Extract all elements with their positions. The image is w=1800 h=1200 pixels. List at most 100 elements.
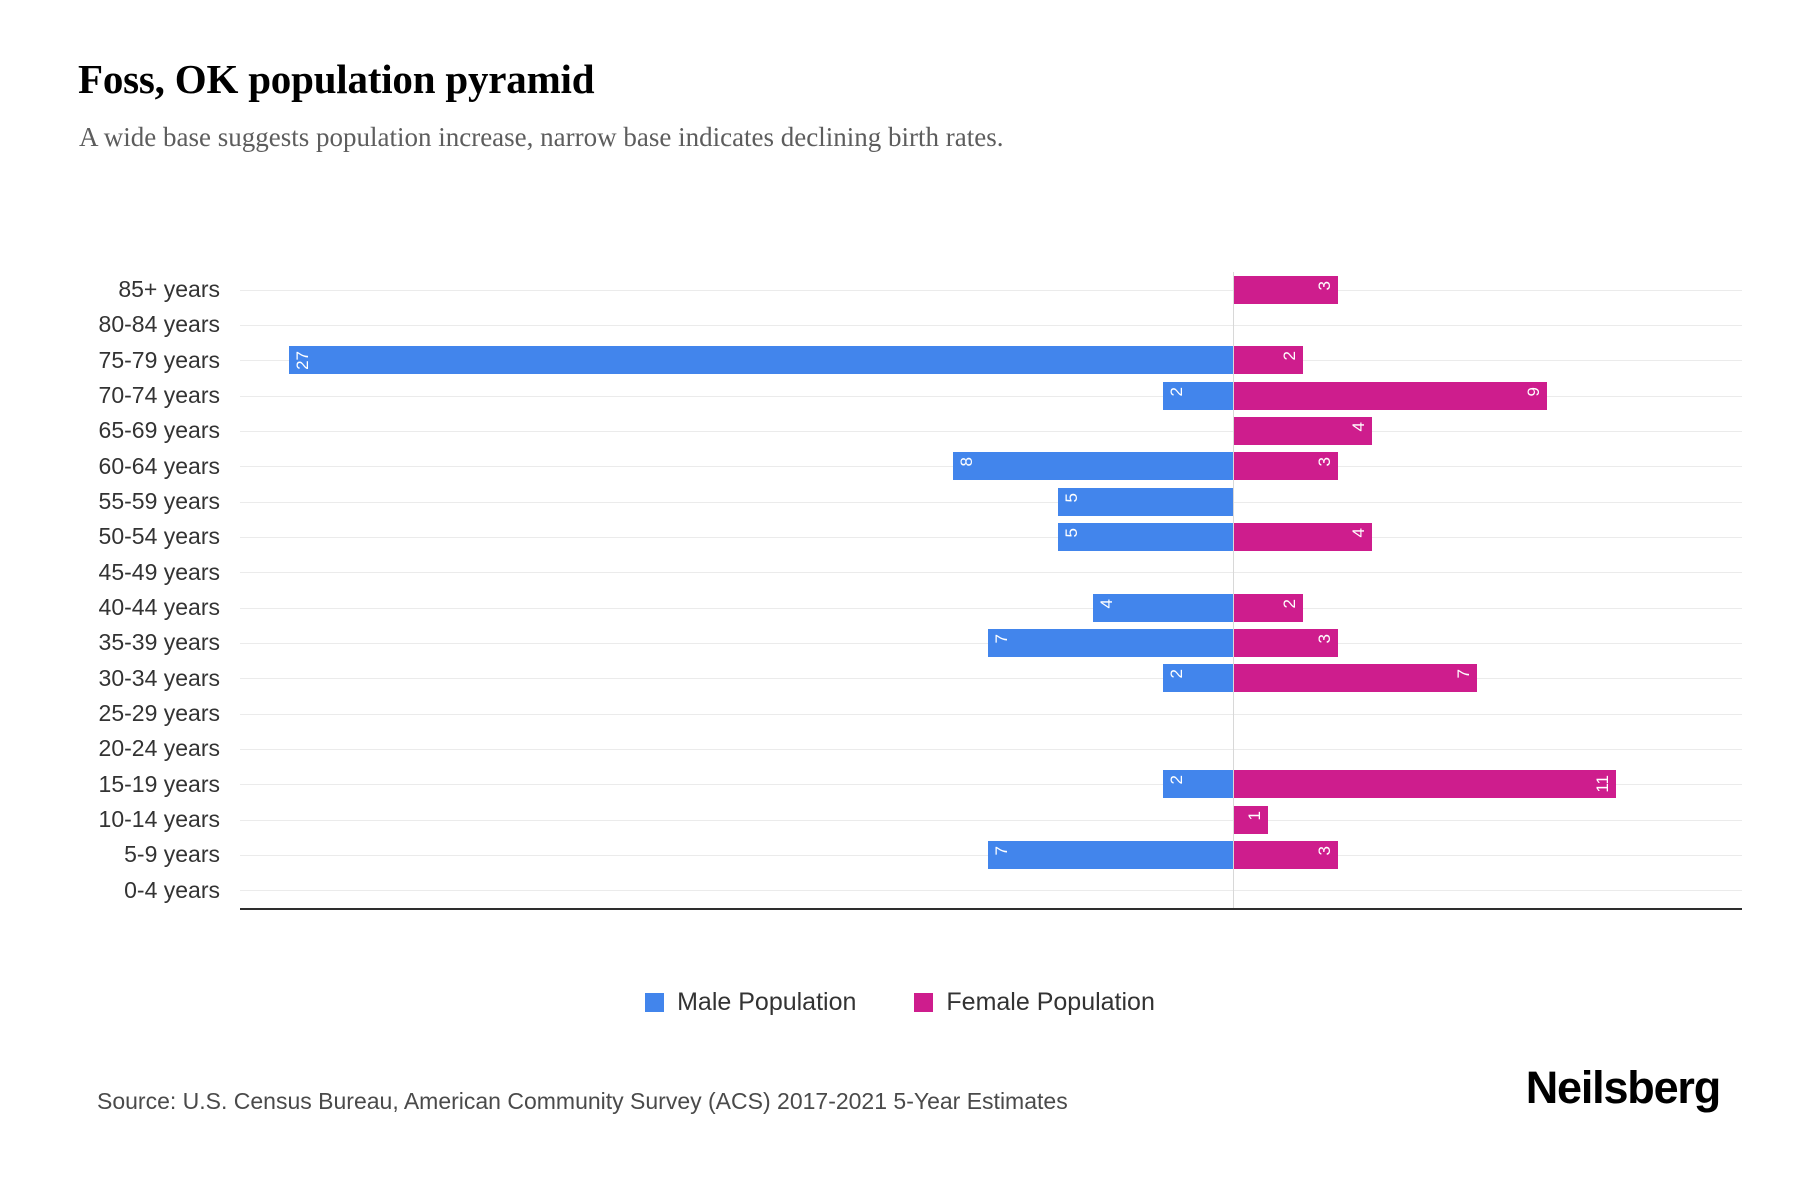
source-note: Source: U.S. Census Bureau, American Com…: [97, 1088, 1068, 1114]
legend-item-male[interactable]: Male Population: [645, 988, 856, 1017]
male-bar[interactable]: 7: [988, 840, 1233, 869]
female-bar[interactable]: 3: [1233, 628, 1338, 657]
male-bar[interactable]: 2: [1163, 664, 1233, 693]
male-bar[interactable]: 5: [1058, 487, 1233, 516]
y-axis-label: 40-44 years: [98, 593, 220, 620]
y-axis-label: 45-49 years: [98, 558, 220, 585]
male-bar[interactable]: 4: [1093, 593, 1233, 622]
male-bar-value: 2: [1167, 386, 1187, 397]
legend-label-male: Male Population: [677, 988, 857, 1016]
female-bar[interactable]: 4: [1233, 522, 1373, 551]
gridline: [240, 536, 1742, 538]
gridline: [240, 289, 1742, 291]
chart-rows: 3 27 2 2 9 4 8 3 5 5 4 4 2 7 3 2 7 2 11 1 7 3: [240, 272, 1742, 908]
male-bar-value: 2: [1167, 775, 1187, 785]
gridline: [240, 395, 1742, 397]
gridline: [240, 430, 1742, 432]
male-bar[interactable]: 7: [988, 628, 1233, 657]
chart-row: 3: [240, 272, 1742, 307]
chart-row: 1: [240, 802, 1742, 837]
female-bar[interactable]: 3: [1233, 840, 1338, 869]
gridline: [240, 678, 1742, 680]
male-bar[interactable]: 2: [1163, 770, 1233, 799]
female-bar-value: 11: [1593, 775, 1613, 793]
gridline: [240, 607, 1742, 609]
chart-row: [240, 731, 1742, 766]
gridline: [240, 890, 1742, 892]
y-axis-labels: 85+ years 80-84 years 75-79 years 70-74 yea…: [0, 272, 232, 908]
y-axis-label: 10-14 years: [98, 805, 220, 832]
page-subtitle: A wide base suggests population increase…: [79, 122, 1004, 152]
female-bar[interactable]: 11: [1233, 770, 1617, 799]
legend-label-female: Female Population: [946, 988, 1155, 1016]
female-bar[interactable]: 1: [1233, 805, 1268, 834]
chart-row: [240, 307, 1742, 342]
y-axis-label: 55-59 years: [98, 487, 220, 514]
female-bar-value: 3: [1314, 633, 1334, 644]
y-axis-label: 15-19 years: [98, 770, 220, 797]
chart-row: 4: [240, 413, 1742, 448]
brand-logo: Neilsberg: [1525, 1062, 1721, 1113]
legend-item-female[interactable]: Female Population: [914, 988, 1155, 1017]
male-bar-value: 2: [1167, 669, 1187, 679]
chart-row: [240, 873, 1742, 908]
y-axis-label: 60-64 years: [98, 452, 220, 479]
female-color-swatch-icon: [914, 993, 934, 1012]
female-bar[interactable]: 9: [1233, 381, 1547, 410]
gridline: [240, 784, 1742, 786]
female-bar[interactable]: 2: [1233, 346, 1303, 375]
male-bar-value: 27: [292, 351, 312, 371]
x-axis-baseline: [240, 908, 1742, 910]
male-bar-value: 4: [1097, 598, 1117, 609]
y-axis-label: 5-9 years: [124, 841, 220, 868]
gridline: [240, 748, 1742, 750]
gridline: [240, 819, 1742, 821]
female-bar-value: 4: [1349, 527, 1369, 538]
female-bar-value: 3: [1314, 280, 1334, 291]
chart-legend: Male Population Female Population: [0, 988, 1800, 1017]
gridline: [240, 713, 1742, 715]
male-bar[interactable]: 8: [953, 452, 1233, 481]
chart-row: 5: [240, 484, 1742, 519]
male-bar-value: 7: [992, 845, 1012, 856]
y-axis-label: 30-34 years: [98, 664, 220, 691]
female-bar-value: 3: [1314, 845, 1334, 856]
y-axis-label: 25-29 years: [98, 699, 220, 726]
female-bar-value: 2: [1279, 598, 1299, 609]
y-axis-label: 70-74 years: [98, 381, 220, 408]
gridline: [240, 572, 1742, 574]
female-bar-value: 9: [1523, 386, 1543, 397]
gridline: [240, 501, 1742, 503]
y-axis-label: 80-84 years: [98, 311, 220, 338]
female-bar[interactable]: 2: [1233, 593, 1303, 622]
male-bar[interactable]: 27: [288, 346, 1233, 375]
gridline: [240, 324, 1742, 326]
female-bar[interactable]: 7: [1233, 664, 1478, 693]
male-bar-value: 5: [1062, 492, 1082, 503]
male-bar[interactable]: 5: [1058, 522, 1233, 551]
male-bar[interactable]: 2: [1163, 381, 1233, 410]
female-bar[interactable]: 3: [1233, 452, 1338, 481]
female-bar-value: 4: [1349, 421, 1369, 432]
chart-row: 27 2: [240, 343, 1742, 378]
female-bar-value: 2: [1279, 351, 1299, 361]
y-axis-label: 50-54 years: [98, 523, 220, 550]
female-bar-value: 7: [1454, 669, 1474, 679]
y-axis-label: 85+ years: [118, 276, 220, 302]
y-axis-label: 75-79 years: [98, 346, 220, 373]
y-axis-label: 65-69 years: [98, 417, 220, 444]
chart-row: 2 11: [240, 767, 1742, 802]
y-axis-label: 0-4 years: [124, 876, 220, 903]
female-bar[interactable]: 3: [1233, 275, 1338, 304]
female-bar-value: 3: [1314, 457, 1334, 467]
male-bar-value: 7: [992, 633, 1012, 644]
female-bar[interactable]: 4: [1233, 416, 1373, 445]
male-bar-value: 5: [1062, 527, 1082, 538]
